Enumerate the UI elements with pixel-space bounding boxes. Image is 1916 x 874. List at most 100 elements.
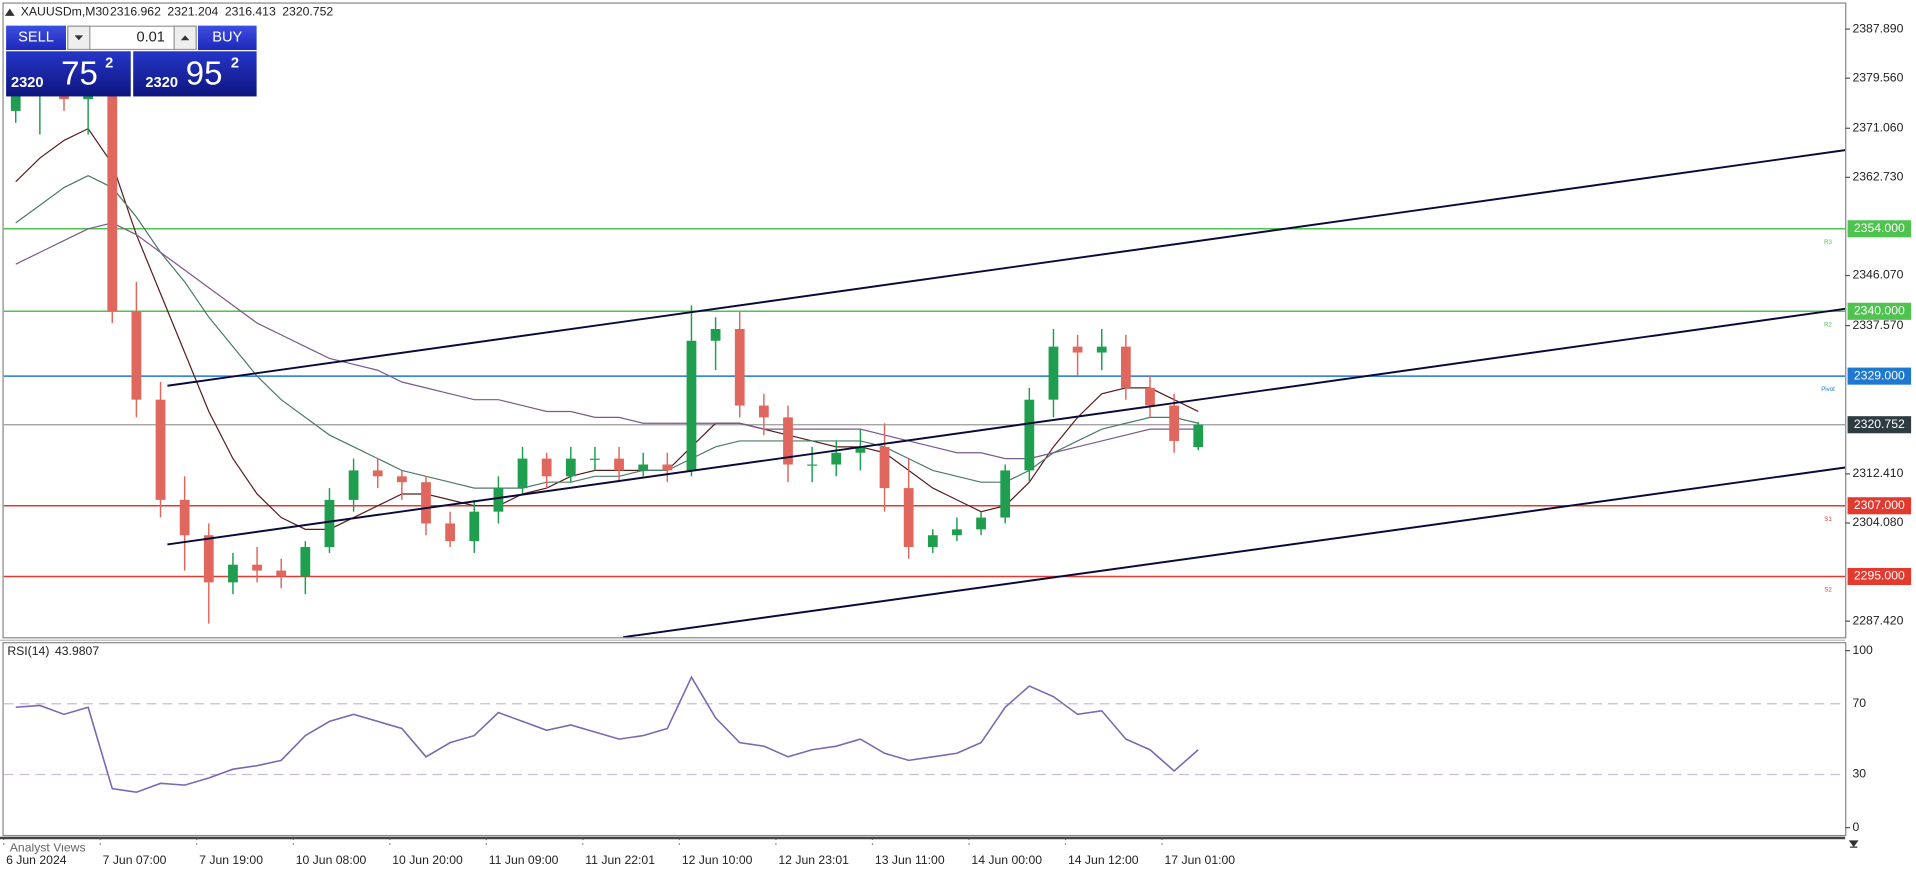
candle-body — [1145, 387, 1155, 406]
rsi-line — [15, 675, 1199, 794]
rsi-title: RSI(14) — [7, 644, 49, 658]
x-tick-label: 14 Jun 12:00 — [1068, 853, 1139, 867]
candle-body — [903, 488, 914, 548]
candle-body — [421, 482, 431, 524]
rsi-frame — [2, 642, 1847, 837]
x-tick-label: 6 Jun 2024 — [6, 853, 67, 867]
candle-body — [831, 452, 842, 465]
y-tick-label: 2287.420 — [1852, 613, 1903, 627]
price-tag — [1847, 497, 1912, 515]
moving-average — [15, 127, 1199, 530]
candle-body — [855, 446, 866, 453]
candle-body — [976, 517, 986, 530]
ohlc-close: 2320.752 — [282, 4, 333, 18]
x-tick-label: 7 Jun 07:00 — [103, 853, 167, 867]
bid-fraction: 2 — [105, 55, 113, 71]
ask-pips: 95 — [186, 54, 223, 91]
one-click-trading: SELL 0.01 BUY 2320 75 2 2320 95 2 — [6, 25, 257, 97]
candle-body — [879, 446, 890, 489]
trendline — [623, 466, 1846, 638]
x-tick-label: 12 Jun 23:01 — [778, 853, 849, 867]
rsi-level-label: 30 — [1852, 767, 1866, 781]
candle-body — [276, 570, 287, 577]
pivot-name: R2 — [1824, 321, 1832, 328]
sell-label: SELL — [18, 30, 54, 46]
x-tick-label: 12 Jun 10:00 — [682, 853, 753, 867]
moving-average — [15, 175, 1199, 489]
collapse-icon[interactable] — [4, 8, 15, 16]
price-tag-label: 2354.000 — [1854, 221, 1905, 235]
y-tick-label: 2312.410 — [1852, 466, 1903, 480]
buy-label: BUY — [212, 30, 242, 46]
y-tick-label: 100 — [1852, 643, 1873, 657]
candle-body — [952, 529, 962, 536]
lot-value: 0.01 — [136, 30, 165, 46]
candle-body — [252, 564, 262, 571]
candle-body — [1000, 470, 1011, 518]
symbol: XAUUSDm,M30 — [21, 4, 109, 18]
candle-body — [155, 399, 166, 500]
buy-button[interactable] — [197, 25, 257, 51]
candle-body — [734, 328, 745, 406]
candle-body — [348, 470, 359, 500]
candle-body — [541, 458, 552, 477]
candle-body — [614, 458, 624, 471]
price-tag — [1847, 220, 1912, 238]
candle-body — [710, 328, 721, 341]
pivot-name: R3 — [1824, 239, 1832, 246]
candle-body — [517, 458, 528, 489]
bid-box[interactable] — [6, 51, 131, 97]
candle-body — [783, 417, 793, 465]
trendline — [167, 149, 1846, 387]
main-frame — [2, 2, 1847, 639]
price-tag — [1847, 367, 1912, 385]
axes: 2387.890 2379.560 2371.060 2362.730 2346.070… — [3, 21, 1912, 867]
ohlc-high: 2321.204 — [167, 4, 218, 18]
candle-body — [662, 464, 673, 471]
trendlines — [167, 149, 1846, 638]
last-price-tag — [1847, 416, 1912, 434]
bid-big: 2320 — [11, 75, 44, 91]
y-tick-label: 2337.570 — [1852, 318, 1903, 332]
candle-body — [807, 464, 818, 466]
scroll-icon[interactable] — [1848, 840, 1859, 848]
analyst-views-tab[interactable]: Analyst Views — [10, 841, 86, 855]
pivot-name: Pivot — [1821, 386, 1835, 393]
price-pane: R3 R2 Pivot S1 S2 — [3, 69, 1846, 624]
x-tick-label: 10 Jun 08:00 — [296, 853, 367, 867]
candle-body — [927, 535, 938, 548]
last-price-label: 2320.752 — [1854, 417, 1905, 431]
price-tag — [1847, 567, 1912, 586]
ask-box[interactable] — [133, 51, 257, 97]
moving-average — [15, 222, 1199, 460]
sell-button[interactable] — [6, 25, 66, 51]
candle-body — [131, 311, 142, 400]
arrow-down — [74, 35, 84, 41]
price-tag-label: 2340.000 — [1854, 304, 1905, 318]
ask-big: 2320 — [145, 75, 178, 91]
candle-body — [638, 464, 649, 471]
candle-body — [1072, 346, 1083, 353]
candle-body — [228, 564, 238, 583]
tab-cover — [0, 839, 1846, 844]
candle-body — [758, 405, 769, 418]
price-tag-label: 2295.000 — [1854, 569, 1905, 583]
candle-body — [469, 511, 480, 542]
candle-body — [1120, 346, 1131, 388]
trendline — [167, 307, 1846, 546]
bid-pips: 75 — [61, 54, 98, 91]
price-tag-label: 2307.000 — [1854, 498, 1905, 512]
ohlc-low: 2316.413 — [225, 4, 276, 18]
x-tick-label: 11 Jun 09:00 — [489, 853, 559, 867]
pivot-name: S2 — [1824, 587, 1832, 594]
candle-body — [324, 499, 335, 548]
x-tick-label: 14 Jun 00:00 — [971, 853, 1042, 867]
y-tick-label: 0 — [1852, 820, 1859, 834]
candle-body — [10, 93, 21, 111]
y-tick-label: 2346.070 — [1852, 268, 1903, 282]
candle-body — [1096, 346, 1107, 353]
candle-body — [396, 476, 407, 483]
ohlc-open: 2316.962 — [110, 4, 161, 18]
y-tick-label: 2362.730 — [1852, 170, 1903, 184]
